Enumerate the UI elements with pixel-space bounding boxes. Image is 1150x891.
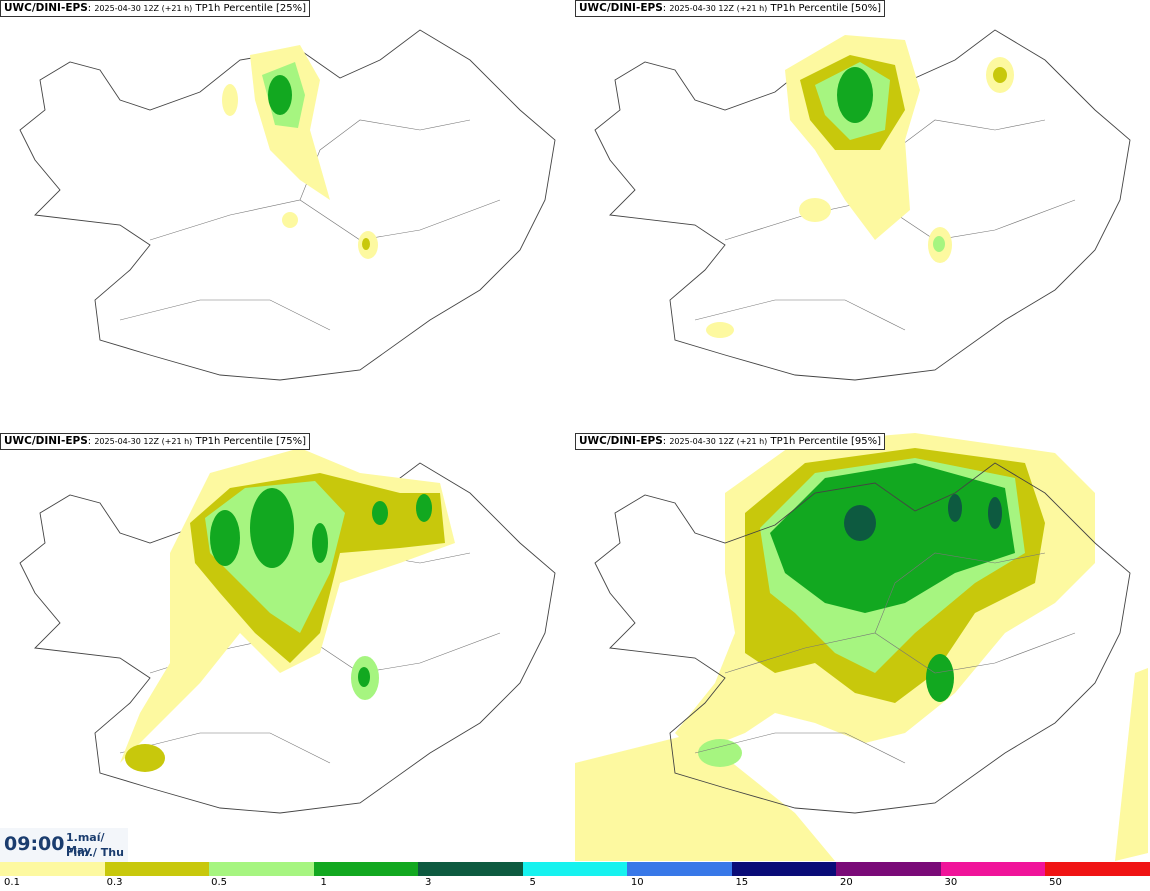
legend-tick-label: 10 bbox=[630, 877, 644, 888]
legend-swatch bbox=[0, 862, 105, 876]
legend-tick-label: 20 bbox=[839, 877, 853, 888]
precip-field bbox=[222, 45, 378, 259]
legend-swatch bbox=[940, 862, 1046, 876]
map-panel-p50: UWC/DINI-EPS: 2025-04-30 12Z (+21 h) TP1… bbox=[575, 0, 1148, 428]
product-label: TP1h Percentile [25%] bbox=[195, 3, 307, 14]
legend-swatch bbox=[627, 862, 732, 876]
color-legend: 0.1 0.3 0.5 1 3 5 10 15 20 30 50 bbox=[0, 862, 1150, 891]
legend-tick-label: 50 bbox=[1049, 877, 1062, 888]
legend-swatch bbox=[209, 862, 314, 876]
iceland-map bbox=[19, 448, 556, 814]
iceland-map bbox=[575, 433, 1148, 861]
precip-field bbox=[575, 433, 1148, 861]
map-panel-p75: UWC/DINI-EPS: 2025-04-30 12Z (+21 h) TP1… bbox=[0, 433, 573, 861]
legend-colorbar bbox=[0, 862, 1150, 876]
map-panel-p25: UWC/DINI-EPS: 2025-04-30 12Z (+21 h) TP1… bbox=[0, 0, 573, 428]
legend-tick-label: 15 bbox=[735, 877, 749, 888]
legend-tick-label: 0.5 bbox=[211, 877, 228, 888]
legend-swatch bbox=[836, 862, 941, 876]
precip-field bbox=[120, 448, 455, 772]
legend-swatch bbox=[1045, 862, 1150, 876]
legend-swatch bbox=[418, 862, 523, 876]
legend-swatch bbox=[104, 862, 210, 876]
run-label: 2025-04-30 12Z (+21 h) bbox=[669, 437, 768, 446]
iceland-map bbox=[594, 29, 1131, 381]
legend-swatch bbox=[522, 862, 628, 876]
legend-tick-label: 0.1 bbox=[4, 877, 20, 888]
product-label: TP1h Percentile [75%] bbox=[195, 436, 307, 447]
source-label: UWC/DINI-EPS bbox=[4, 2, 88, 14]
panel-title: UWC/DINI-EPS: 2025-04-30 12Z (+21 h) TP1… bbox=[575, 433, 886, 450]
valid-time: 09:00 bbox=[4, 833, 65, 855]
panel-title: UWC/DINI-EPS: 2025-04-30 12Z (+21 h) TP1… bbox=[575, 0, 886, 17]
valid-time-box: 09:00 1.maí/ May Fim./ Thu bbox=[0, 828, 128, 862]
source-label: UWC/DINI-EPS bbox=[579, 435, 663, 447]
valid-date-line1: 1.maí/ May bbox=[66, 831, 105, 857]
legend-tick-label: 5 bbox=[529, 877, 536, 888]
coastline bbox=[594, 462, 1131, 814]
valid-date-line2: Fim./ Thu bbox=[66, 846, 124, 859]
legend-tick-label: 30 bbox=[944, 877, 958, 888]
run-label: 2025-04-30 12Z (+21 h) bbox=[94, 4, 193, 13]
panel-title: UWC/DINI-EPS: 2025-04-30 12Z (+21 h) TP1… bbox=[0, 0, 311, 17]
panel-title: UWC/DINI-EPS: 2025-04-30 12Z (+21 h) TP1… bbox=[0, 433, 311, 450]
run-label: 2025-04-30 12Z (+21 h) bbox=[94, 437, 193, 446]
legend-tick-label: 3 bbox=[424, 877, 432, 888]
coastline bbox=[19, 29, 556, 381]
legend-swatch bbox=[313, 862, 419, 876]
product-label: TP1h Percentile [50%] bbox=[770, 3, 882, 14]
legend-tick-label: 0.3 bbox=[106, 877, 123, 888]
source-label: UWC/DINI-EPS bbox=[4, 435, 88, 447]
product-label: TP1h Percentile [95%] bbox=[770, 436, 882, 447]
run-label: 2025-04-30 12Z (+21 h) bbox=[669, 4, 768, 13]
legend-tick-label: 1 bbox=[320, 877, 327, 888]
roads bbox=[694, 552, 1076, 764]
legend-swatch bbox=[731, 862, 837, 876]
source-label: UWC/DINI-EPS bbox=[579, 2, 663, 14]
map-panel-p95: UWC/DINI-EPS: 2025-04-30 12Z (+21 h) TP1… bbox=[575, 433, 1148, 861]
iceland-map bbox=[19, 29, 556, 381]
precip-field bbox=[706, 35, 1014, 338]
